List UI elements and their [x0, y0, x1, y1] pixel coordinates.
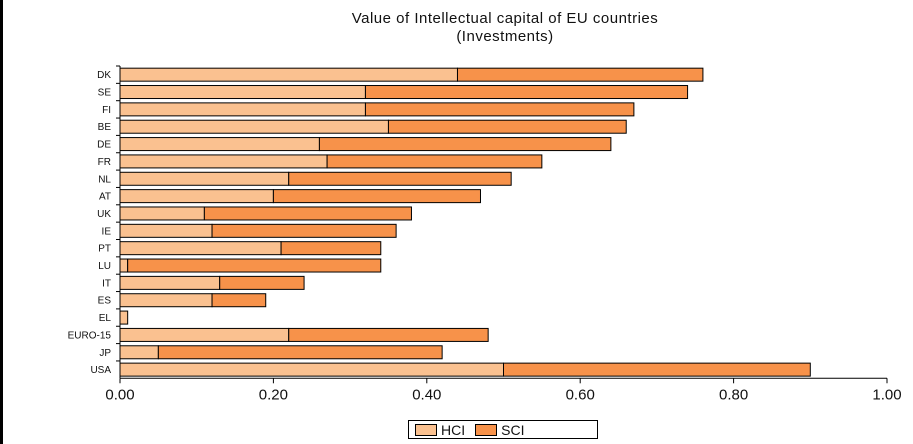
bar-sci-nl — [288, 171, 512, 186]
legend-item-sci: SCI — [475, 422, 524, 438]
category-label-ie: IE — [102, 226, 112, 237]
bar-hci-nl — [119, 171, 290, 186]
category-label-it: IT — [102, 278, 111, 289]
category-label-de: DE — [97, 140, 111, 151]
bar-hci-uk — [119, 206, 205, 221]
category-label-es: ES — [98, 296, 112, 307]
bar-sci-de — [318, 137, 612, 152]
category-label-uk: UK — [97, 209, 111, 220]
bar-sci-be — [387, 119, 627, 134]
bar-hci-fr — [119, 154, 328, 169]
legend: HCI SCI — [408, 420, 598, 439]
category-label-usa: USA — [90, 365, 111, 376]
chart-title: Value of Intellectual capital of EU coun… — [351, 10, 659, 27]
legend-item-hci: HCI — [415, 422, 465, 438]
bar-hci-pt — [119, 241, 282, 256]
x-tick-label: 1.00 — [872, 386, 901, 403]
x-tick-label: 0.60 — [566, 386, 595, 403]
category-label-el: EL — [99, 313, 112, 324]
bar-sci-pt — [280, 241, 382, 256]
bar-sci-fr — [326, 154, 543, 169]
bar-hci-el — [119, 310, 129, 325]
category-label-at: AT — [99, 192, 111, 203]
category-labels: DK SE FI BE DE FR NL AT UK IE PT LU IT ES EL EURO-15 JP U… — [68, 70, 112, 376]
x-tick-label: 0.20 — [259, 386, 288, 403]
bar-hci-se — [119, 85, 366, 100]
legend-label-sci: SCI — [501, 421, 525, 438]
x-tick-label: 0.80 — [719, 386, 748, 403]
category-label-dk: DK — [97, 70, 111, 81]
bar-hci-dk — [119, 67, 458, 82]
bar-hci-fi — [119, 102, 366, 117]
bar-sci-uk — [203, 206, 412, 221]
category-label-fr: FR — [98, 157, 111, 168]
axes: 0.00 0.20 0.40 0.60 0.80 1.00 — [105, 65, 902, 403]
bar-sci-jp — [157, 345, 443, 360]
chart-subtitle: (Investments) — [456, 28, 554, 45]
category-label-jp: JP — [99, 348, 111, 359]
left-frame-border — [0, 0, 3, 444]
bar-hci-usa — [119, 362, 504, 377]
bar-sci-lu — [127, 258, 382, 273]
bar-hci-de — [119, 137, 320, 152]
bars — [119, 67, 811, 377]
bar-hci-be — [119, 119, 389, 134]
bar-hci-euro-15 — [119, 327, 290, 342]
bar-sci-it — [219, 275, 305, 290]
bar-sci-es — [211, 293, 267, 308]
bar-sci-ie — [211, 223, 397, 238]
bar-hci-ie — [119, 223, 213, 238]
bar-hci-jp — [119, 345, 159, 360]
legend-label-hci: HCI — [441, 421, 466, 438]
category-label-se: SE — [98, 88, 112, 99]
x-tick-label: 0.00 — [105, 386, 134, 403]
bar-sci-at — [272, 189, 481, 204]
legend-swatch-sci — [475, 423, 498, 436]
bar-sci-euro-15 — [288, 327, 489, 342]
bar-sci-fi — [364, 102, 635, 117]
category-label-nl: NL — [98, 174, 111, 185]
bar-hci-es — [119, 293, 213, 308]
category-label-fi: FI — [102, 105, 111, 116]
category-label-lu: LU — [98, 261, 111, 272]
category-label-euro-15: EURO-15 — [68, 330, 112, 341]
bar-sci-usa — [503, 362, 811, 377]
category-label-pt: PT — [98, 244, 111, 255]
bar-sci-se — [364, 85, 689, 100]
category-label-be: BE — [98, 122, 112, 133]
x-tick-label: 0.40 — [412, 386, 441, 403]
bar-hci-it — [119, 275, 221, 290]
bar-hci-at — [119, 189, 274, 204]
bar-sci-dk — [456, 67, 704, 82]
bar-hci-lu — [119, 258, 129, 273]
legend-swatch-hci — [415, 423, 437, 436]
